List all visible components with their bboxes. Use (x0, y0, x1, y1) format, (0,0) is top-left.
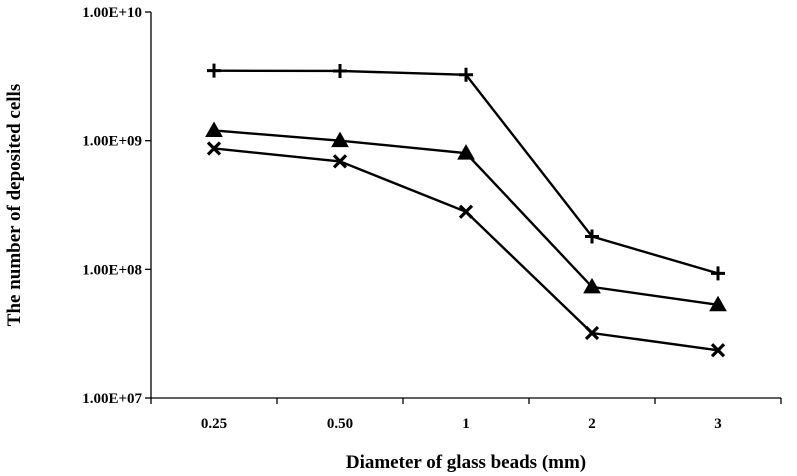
y-tick-label: 1.00E+09 (82, 134, 142, 150)
data-point-x (710, 343, 726, 358)
x-tick-label: 0.50 (327, 416, 353, 432)
data-point-plus (333, 63, 347, 78)
series-line (213, 147, 719, 352)
data-point-x (206, 141, 222, 156)
data-point-x (332, 154, 348, 169)
data-point-triangle (583, 277, 601, 294)
data-point-triangle (331, 131, 349, 148)
data-point-x (584, 325, 600, 341)
data-point-plus (459, 67, 473, 82)
x-tick-label: 1 (462, 416, 470, 432)
data-point-plus (585, 229, 599, 244)
x-tick-label: 3 (714, 416, 722, 432)
series-3 (206, 141, 726, 358)
y-tick-label: 1.00E+07 (82, 391, 142, 407)
y-tick-label: 1.00E+08 (82, 262, 142, 278)
y-axis-title: The number of deposited cells (4, 84, 25, 326)
data-point-plus (711, 266, 725, 281)
series-group (205, 63, 727, 358)
data-point-triangle (205, 121, 223, 137)
axes (150, 12, 781, 399)
y-ticks: 1.00E+07 1.00E+08 1.00E+09 1.00E+10 (82, 5, 151, 407)
x-tick-label: 2 (588, 416, 596, 432)
data-point-plus (207, 63, 221, 78)
series-1 (207, 63, 725, 281)
data-point-triangle (457, 144, 475, 160)
series-2 (205, 121, 727, 312)
data-point-x (458, 204, 474, 219)
series-line (213, 69, 719, 275)
data-point-triangle (709, 295, 727, 312)
x-ticks: 0.25 0.50 1 2 3 (150, 398, 782, 432)
y-tick-label: 1.00E+10 (82, 5, 142, 21)
x-tick-label: 0.25 (201, 416, 227, 432)
x-axis-title: Diameter of glass beads (mm) (346, 452, 586, 473)
